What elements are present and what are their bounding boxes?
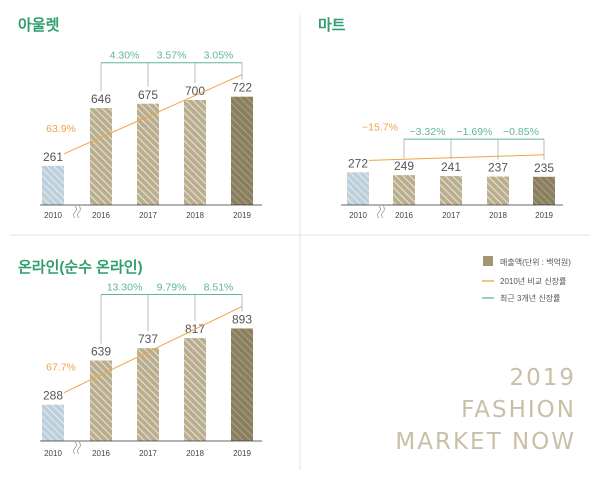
outlet-title: 아울렛	[18, 16, 60, 34]
legend-label-sales: 매출액(단위 : 백억원)	[500, 257, 571, 267]
recent-growth-label: −0.85%	[503, 126, 539, 138]
brand-line-market: MARKET NOW	[395, 429, 576, 455]
recent-growth-label: 3.57%	[157, 50, 187, 62]
axis-break-mark	[381, 205, 385, 219]
tick-label-2017: 2017	[139, 211, 157, 220]
brand-line-fashion: FASHION	[461, 397, 576, 423]
growth-2010-line	[63, 74, 243, 155]
value-label-2019: 893	[232, 312, 252, 326]
value-label-2016: 639	[91, 344, 111, 358]
bar-2016	[90, 108, 112, 205]
tick-label-2016: 2016	[92, 211, 110, 220]
axis-break-mark	[377, 205, 381, 219]
value-label-2019: 722	[232, 81, 252, 95]
tick-label-2010: 2010	[44, 211, 62, 220]
tick-label-2017: 2017	[139, 449, 157, 458]
value-label-2017: 675	[138, 88, 158, 102]
bar-2019	[231, 96, 253, 205]
bar-2018	[184, 100, 206, 205]
tick-label-2016: 2016	[92, 449, 110, 458]
bar-2010	[42, 404, 64, 441]
axis-break-mark	[73, 205, 77, 219]
growth-2010-label: 67.7%	[46, 361, 76, 373]
tick-label-2019: 2019	[233, 449, 251, 458]
tick-label-2019: 2019	[535, 211, 553, 220]
tick-label-2018: 2018	[489, 211, 507, 220]
bar-2018	[184, 338, 206, 441]
tick-label-2018: 2018	[186, 449, 204, 458]
tick-label-2017: 2017	[442, 211, 460, 220]
recent-growth-label: 9.79%	[157, 281, 187, 293]
value-label-2017: 737	[138, 332, 158, 346]
value-label-2019: 235	[534, 161, 554, 175]
bar-2019	[533, 176, 555, 205]
bar-2010	[347, 172, 369, 205]
bar-2016	[393, 175, 415, 205]
bar-2018	[487, 176, 509, 205]
growth-2010-label: −15.7%	[362, 121, 398, 133]
axis-break-mark	[73, 441, 77, 455]
legend-label-growth-recent: 최근 3개년 신장률	[500, 293, 560, 303]
recent-growth-label: −3.32%	[410, 126, 446, 138]
bar-2017	[137, 348, 159, 441]
value-label-2018: 700	[185, 84, 205, 98]
mart-title: 마트	[318, 17, 346, 34]
axis-break-mark	[77, 205, 81, 219]
legend-label-growth-2010: 2010년 비교 신장률	[500, 276, 566, 286]
value-label-2016: 249	[394, 159, 414, 173]
recent-growth-label: −1.69%	[457, 126, 493, 138]
tick-label-2010: 2010	[44, 449, 62, 458]
bar-2017	[440, 176, 462, 205]
online-chart: 2882010639201673720178172018893201967.7%…	[40, 281, 262, 458]
tick-label-2018: 2018	[186, 211, 204, 220]
value-label-2016: 646	[91, 92, 111, 106]
brand-title: 2019 FASHION MARKET NOW	[360, 362, 576, 458]
tick-label-2019: 2019	[233, 211, 251, 220]
growth-2010-label: 63.9%	[46, 123, 76, 135]
recent-growth-label: 3.05%	[204, 50, 234, 62]
bar-2017	[137, 103, 159, 205]
bar-2010	[42, 165, 64, 205]
legend-swatch-sales	[483, 256, 493, 266]
value-label-2017: 241	[441, 160, 461, 174]
bar-2019	[231, 328, 253, 441]
growth-2010-line	[368, 154, 545, 161]
value-label-2010: 288	[43, 389, 63, 403]
brand-line-year: 2019	[509, 365, 576, 391]
axis-break-mark	[77, 441, 81, 455]
online-title: 온라인(순수 온라인)	[18, 258, 143, 276]
value-label-2010: 272	[348, 156, 368, 170]
growth-2010-line	[63, 306, 243, 394]
recent-growth-label: 13.30%	[107, 281, 143, 293]
value-label-2018: 237	[488, 161, 508, 175]
recent-growth-label: 4.30%	[110, 50, 140, 62]
value-label-2010: 261	[43, 150, 63, 164]
tick-label-2016: 2016	[395, 211, 413, 220]
mart-chart: 272 2010 249 2016 241 2017 237 2018 235 2019 −15.7…	[341, 121, 563, 220]
recent-growth-label: 8.51%	[204, 281, 234, 293]
bar-2016	[90, 360, 112, 441]
outlet-chart: 261 2010 646 2016 675 2017 700 2018 722 2019 63.9%…	[40, 50, 262, 220]
legend: 매출액(단위 : 백억원) 2010년 비교 신장률 최근 3개년 신장률	[482, 256, 571, 303]
tick-label-2010: 2010	[349, 211, 367, 220]
